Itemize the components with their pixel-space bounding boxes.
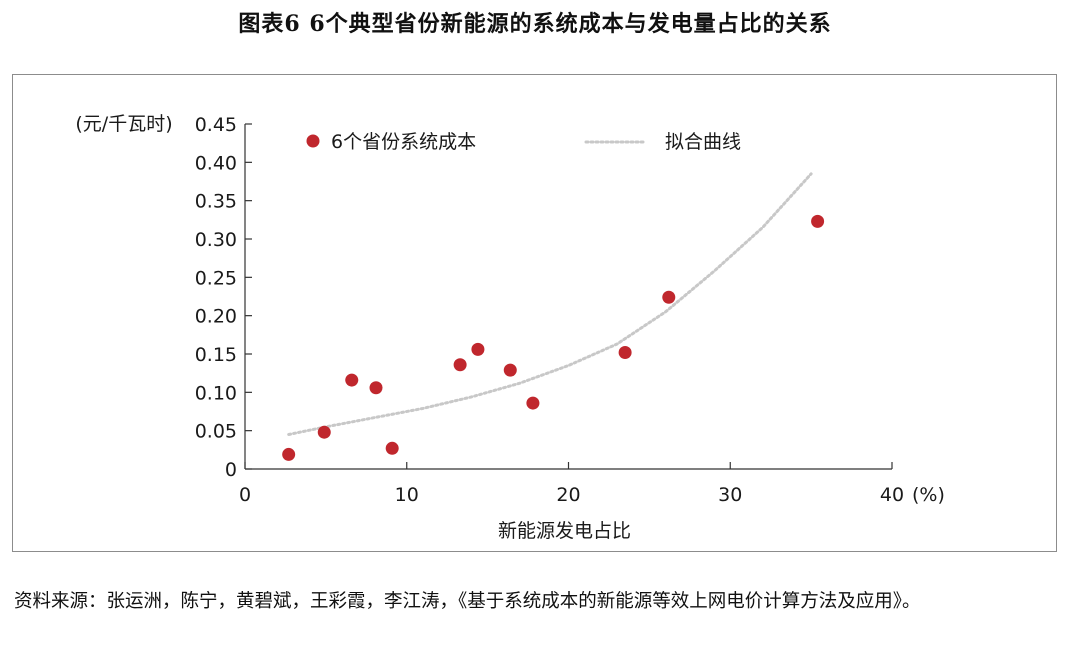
data-point [453, 358, 467, 372]
data-point [811, 214, 825, 228]
y-axis-unit-label: (元/千瓦时) [75, 113, 172, 135]
data-point [471, 342, 485, 356]
data-points [282, 214, 825, 461]
y-tick-label: 0.15 [195, 344, 237, 366]
legend-marker-points [306, 134, 320, 148]
y-tick-label: 0.20 [195, 306, 237, 328]
x-tick-label: 30 [718, 484, 742, 506]
axes: 0 0.05 0.10 0.15 0.20 0.25 0.30 0.35 0.40 0.45 0 1… [195, 114, 904, 506]
data-point [369, 381, 383, 395]
x-tick-label: 10 [395, 484, 419, 506]
chart-frame: 0 0.05 0.10 0.15 0.20 0.25 0.30 0.35 0.40 0.45 0 1… [12, 74, 1057, 552]
legend-label-points: 6个省份系统成本 [331, 131, 476, 153]
data-point [503, 363, 517, 377]
x-tick-label: 0 [239, 484, 251, 506]
data-point [345, 373, 359, 387]
figure-title: 图表6 6个典型省份新能源的系统成本与发电量占比的关系 [238, 11, 832, 37]
y-tick-label: 0.45 [195, 114, 237, 136]
data-point [526, 396, 540, 410]
data-point [385, 441, 399, 455]
source-note: 资料来源：张运洲，陈宁，黄碧斌，王彩霞，李江涛，《基于系统成本的新能源等效上网电… [14, 591, 921, 612]
data-point [618, 345, 632, 359]
y-tick-label: 0.30 [195, 229, 237, 251]
legend: 6个省份系统成本 拟合曲线 [306, 131, 741, 153]
y-tick-label: 0 [225, 459, 237, 481]
fit-curve [287, 172, 813, 436]
data-point [662, 290, 676, 304]
legend-label-fit: 拟合曲线 [665, 131, 741, 153]
y-tick-label: 0.05 [195, 421, 237, 443]
scatter-chart: 0 0.05 0.10 0.15 0.20 0.25 0.30 0.35 0.40 0.45 0 1… [75, 113, 945, 542]
x-ticks: 0 10 20 30 40 [239, 462, 904, 506]
y-tick-label: 0.10 [195, 382, 237, 404]
fit-curve-line [287, 172, 813, 436]
y-tick-label: 0.25 [195, 267, 237, 289]
y-tick-label: 0.40 [195, 152, 237, 174]
x-axis-unit-label: (%) [912, 484, 945, 506]
data-point [282, 447, 296, 461]
y-tick-label: 0.35 [195, 191, 237, 213]
y-ticks: 0 0.05 0.10 0.15 0.20 0.25 0.30 0.35 0.40 0.45 [195, 114, 252, 481]
data-point [317, 425, 331, 439]
x-tick-label: 40 [880, 484, 904, 506]
x-tick-label: 20 [556, 484, 580, 506]
x-axis-title: 新能源发电占比 [498, 520, 631, 542]
